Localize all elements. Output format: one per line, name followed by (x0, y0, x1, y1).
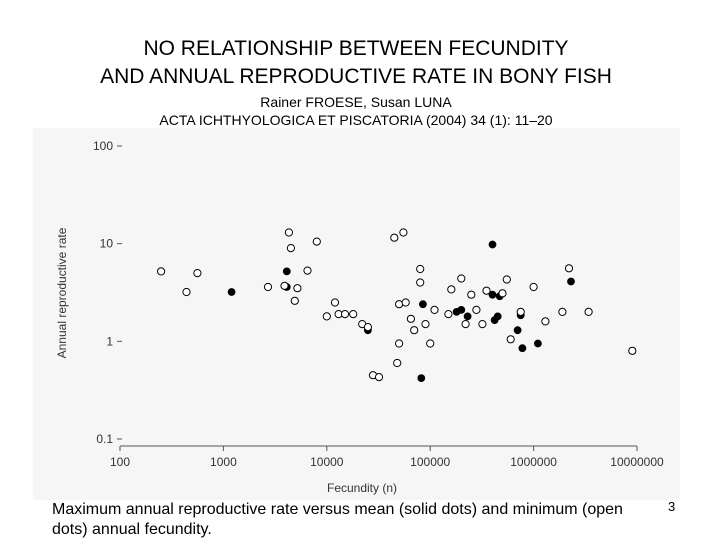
min-fecundity-point (541, 317, 550, 326)
min-fecundity-point (193, 269, 202, 278)
mean-fecundity-point (417, 374, 426, 382)
figure-caption: Maximum annual reproductive rate versus … (52, 501, 623, 538)
min-fecundity-point (280, 281, 289, 290)
min-fecundity-point (430, 305, 439, 314)
min-fecundity-point (426, 339, 435, 348)
min-fecundity-point (290, 296, 299, 305)
min-fecundity-point (303, 266, 312, 275)
mean-fecundity-point (227, 288, 236, 296)
mean-fecundity-point (493, 312, 502, 321)
mean-fecundity-point (463, 312, 472, 321)
mean-fecundity-point (533, 339, 542, 348)
x-tick-label: 10000000 (610, 455, 664, 469)
min-fecundity-point (374, 373, 384, 382)
citation: ACTA ICHTHYOLOGICA ET PISCATORIA (2004) … (159, 112, 553, 128)
y-tick-label: 1 (106, 334, 113, 348)
min-fecundity-point (416, 264, 425, 274)
mean-fecundity-point (518, 344, 527, 353)
authors: Rainer FROESE, Susan LUNA (260, 94, 452, 110)
min-fecundity-point (444, 310, 453, 319)
min-fecundity-point (502, 275, 511, 284)
min-fecundity-point (421, 320, 430, 329)
x-tick-label: 1000 (210, 455, 237, 469)
min-fecundity-point (349, 310, 358, 319)
x-tick-label: 10000 (310, 455, 344, 469)
axes: 100 1000 10000 100000 1000000 10000000 100 10 1 0… (93, 139, 664, 469)
min-fecundity-point (286, 244, 295, 253)
mean-fecundity-point (488, 240, 497, 249)
min-fecundity-point (312, 237, 321, 246)
min-fecundity-point (461, 320, 470, 329)
min-fecundity-point (393, 358, 402, 368)
x-axis-label: Fecundity (n) (327, 481, 397, 495)
min-fecundity-point (263, 282, 273, 292)
y-axis-label: Annual reproductive rate (55, 227, 69, 358)
mean-fecundity-point (513, 326, 522, 335)
min-fecundity-point (363, 323, 372, 332)
min-fecundity-point (293, 284, 302, 293)
min-fecundity-point (401, 298, 410, 307)
y-tick-label: 10 (100, 237, 114, 251)
min-fecundity-point (410, 326, 419, 335)
min-fecundity-point (467, 290, 476, 299)
x-tick-label: 100 (110, 455, 130, 469)
min-fecundity-point (284, 228, 293, 237)
min-fecundity-point (564, 264, 574, 273)
min-fecundity-point (330, 298, 340, 307)
slide-title-line2: AND ANNUAL REPRODUCTIVE RATE IN BONY FIS… (100, 65, 612, 88)
y-tick-label: 0.1 (96, 432, 113, 446)
mean-fecundity-point (282, 267, 291, 276)
min-fecundity-point (395, 300, 404, 309)
mean-fecundity-point (567, 277, 575, 286)
min-fecundity-point (157, 267, 166, 276)
min-fecundity-point (516, 307, 525, 316)
min-fecundity-point (399, 228, 408, 237)
mean-fecundity-point (457, 305, 466, 314)
min-fecundity-point (416, 278, 425, 287)
scatter-chart: 100 1000 10000 100000 1000000 10000000 100 10 1 0… (33, 128, 680, 500)
min-fecundity-point (182, 287, 191, 297)
min-fecundity-point (340, 310, 350, 319)
data-points (157, 228, 637, 382)
min-fecundity-point (628, 346, 637, 355)
min-fecundity-point (457, 274, 466, 283)
min-fecundity-point (322, 312, 331, 321)
page-number: 3 (668, 499, 676, 514)
min-fecundity-point (472, 305, 481, 314)
min-fecundity-point (395, 339, 404, 348)
min-fecundity-point (478, 320, 487, 329)
min-fecundity-point (447, 285, 456, 294)
mean-fecundity-point (488, 290, 497, 299)
min-fecundity-point (406, 314, 415, 323)
min-fecundity-point (584, 307, 593, 316)
min-fecundity-point (529, 282, 538, 292)
scatter-plot-svg: 100 1000 10000 100000 1000000 10000000 100 10 1 0… (55, 139, 664, 495)
min-fecundity-point (558, 307, 567, 316)
min-fecundity-point (498, 289, 507, 298)
slide-title-line1: NO RELATIONSHIP BETWEEN FECUNDITY (143, 37, 569, 60)
min-fecundity-point (390, 233, 399, 242)
min-fecundity-point (482, 286, 491, 295)
y-tick-label: 100 (93, 139, 113, 153)
mean-fecundity-point (418, 300, 427, 309)
x-tick-label: 100000 (410, 455, 450, 469)
min-fecundity-point (506, 335, 515, 344)
x-tick-label: 1000000 (510, 455, 557, 469)
